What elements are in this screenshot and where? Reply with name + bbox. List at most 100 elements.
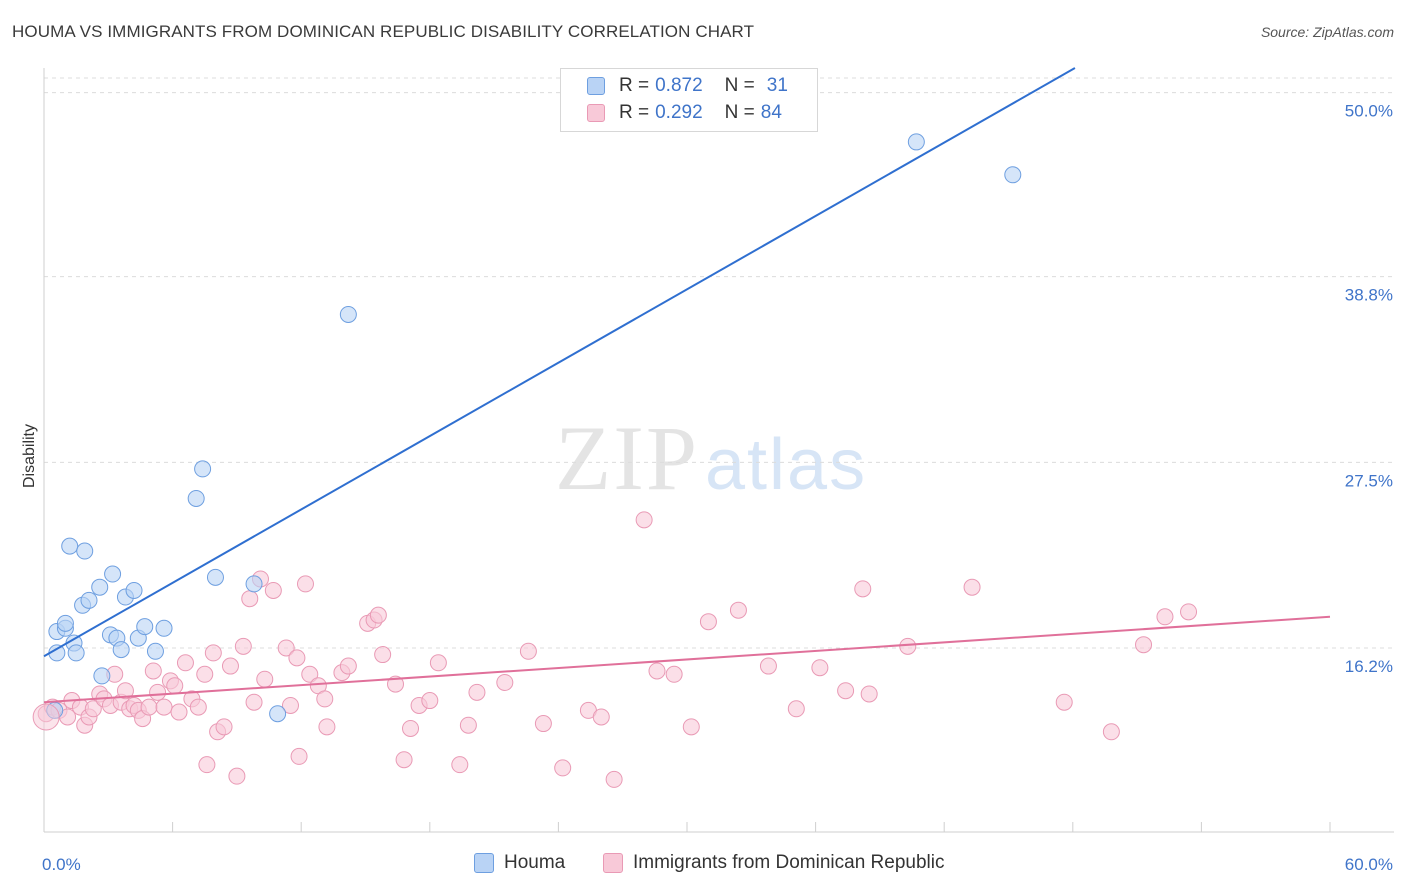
n-label: N = [724,75,755,96]
dominican-point [759,657,777,675]
legend-row-dominican: R = 0.292 N = 84 [587,101,782,125]
dominican-point [256,670,274,688]
dominican-r-value: 0.292 [655,102,703,123]
houma-n-value: 31 [766,75,788,96]
dominican-point [592,708,610,726]
dominican-point [215,718,233,736]
dominican-point [699,613,717,631]
dominican-point [429,654,447,672]
dominican-point [554,759,572,777]
chart-title: HOUMA VS IMMIGRANTS FROM DOMINICAN REPUB… [12,22,755,41]
y-axis-label: Disability [21,424,38,488]
dominican-point [665,665,683,683]
dominican-point [860,685,878,703]
dominican-point [316,690,334,708]
dominican-point [963,578,981,596]
dominican-n-value: 84 [760,102,782,123]
houma-swatch [587,77,605,95]
houma-point [245,575,263,593]
dominican-point [369,606,387,624]
n-label: N = [724,102,755,123]
axis-labels: 16.2% 27.5% 38.8% 50.0% 0.0% 60.0% Disability [21,102,1393,874]
dominican-point [1055,693,1073,711]
source-label: Source: ZipAtlas.com [1260,24,1394,40]
dominican-point [451,756,469,774]
dominican-point [264,581,282,599]
dominican-point [140,698,158,716]
correlation-legend: R = 0.872 N = 31 R = 0.292 N = 84 [560,68,818,132]
dominican-point [290,747,308,765]
dominican-point [189,698,207,716]
dominican-point [682,718,700,736]
houma-point [136,618,154,636]
dominican-point [301,665,319,683]
houma-point [93,667,111,685]
dominican-point [534,715,552,733]
houma-point [155,619,173,637]
watermark-zip: ZIP [555,407,699,509]
houma-legend-swatch [474,853,494,873]
x-tick-label-max: 60.0% [1345,855,1393,874]
houma-point [80,591,98,609]
dominican-point [241,590,259,608]
dominican-swatch [587,104,605,122]
houma-point [907,133,925,151]
houma-point [146,642,164,660]
houma-point [61,537,79,555]
x-tick-label-min: 0.0% [42,855,81,874]
houma-legend-label: Houma [504,852,566,873]
houma-point [269,705,287,723]
houma-point [194,460,212,478]
grid-lines [44,77,1394,649]
dominican-point [468,683,486,701]
dominican-point [149,683,167,701]
dominican-point [1102,723,1120,741]
dominican-point [729,601,747,619]
dominican-legend-label: Immigrants from Dominican Republic [633,852,945,873]
dominican-point [402,719,420,737]
dominican-point [387,675,405,693]
dominican-point [1180,603,1198,621]
houma-trend-line [43,67,1076,658]
dominican-point [155,698,173,716]
axes [43,68,1394,833]
houma-point [112,641,130,659]
y-tick-label: 50.0% [1345,102,1393,121]
y-tick-label: 16.2% [1345,657,1393,676]
dominican-trend-line [43,615,1331,704]
dominican-point [288,649,306,667]
watermark: ZIPatlas [555,405,867,511]
dominican-point [277,639,295,657]
houma-point [56,614,74,632]
r-label: R = [619,75,650,96]
dominican-point [166,677,184,695]
dominican-point [296,575,314,593]
houma-point [91,578,109,596]
dominican-point [811,659,829,677]
dominican-point [421,692,439,710]
dominican-point [1135,636,1153,654]
dominican-point [234,637,252,655]
houma-point [339,305,357,323]
y-tick-label: 27.5% [1345,471,1393,490]
dominican-point [854,580,872,598]
houma-point [187,489,205,507]
legend-row-houma: R = 0.872 N = 31 [587,74,788,98]
dominican-point [116,682,134,700]
legend-item-houma[interactable]: Houma [474,852,565,874]
houma-point [76,542,94,560]
dominican-point [196,665,214,683]
dominican-point [221,657,239,675]
dominican-point [281,696,299,714]
dominican-point [198,756,216,774]
dominican-point [519,642,537,660]
houma-point [1004,166,1022,184]
dominican-point [245,693,263,711]
dominican-point [318,718,336,736]
dominican-point [144,662,162,680]
legend-item-dominican[interactable]: Immigrants from Dominican Republic [603,852,945,874]
y-tick-label: 38.8% [1345,286,1393,305]
dominican-point [459,716,477,734]
series-legend: Houma Immigrants from Dominican Republic [0,852,1406,878]
